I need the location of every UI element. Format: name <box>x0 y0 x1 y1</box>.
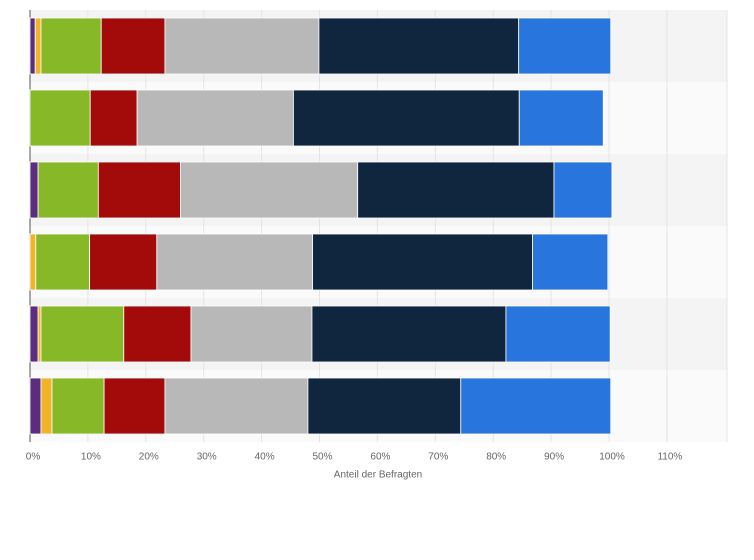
x-tick-label: 40% <box>255 452 275 463</box>
bar-segment <box>100 17 166 75</box>
bar-segment <box>34 17 42 75</box>
bar-segment <box>190 305 313 363</box>
bar-segment <box>357 161 555 219</box>
bar-segment <box>136 89 294 147</box>
x-axis-label: Anteil der Befragten <box>334 470 422 481</box>
bar-segment <box>40 305 125 363</box>
bar-segment <box>29 89 91 147</box>
x-tick-label: 10% <box>81 452 101 463</box>
x-tick-label: 30% <box>197 452 217 463</box>
bar-segment <box>29 233 37 291</box>
x-tick-label: 60% <box>370 452 390 463</box>
bar-segment <box>103 377 166 435</box>
bar-segment <box>97 161 181 219</box>
x-tick-label: 80% <box>486 452 506 463</box>
bar-segment <box>164 17 320 75</box>
bar-segment <box>505 305 611 363</box>
bar-segment <box>156 233 313 291</box>
bar-segment <box>40 377 53 435</box>
x-tick-label: 50% <box>312 452 332 463</box>
bar-segment <box>37 161 99 219</box>
bar-segment <box>553 161 613 219</box>
bar-segment <box>312 233 533 291</box>
bar-segment <box>123 305 192 363</box>
bar-segment <box>89 233 158 291</box>
x-tick-label: 90% <box>544 452 564 463</box>
bar-segment <box>29 305 39 363</box>
x-tick-label: 100% <box>599 452 625 463</box>
bar-segment <box>29 17 36 75</box>
x-tick-label: 0% <box>26 452 41 463</box>
bar-segment <box>532 233 609 291</box>
bar-segment <box>460 377 612 435</box>
bar-segment <box>164 377 309 435</box>
bar-segment <box>311 305 507 363</box>
bar-segment <box>29 377 42 435</box>
bar-segment <box>318 17 520 75</box>
bar-segment <box>293 89 520 147</box>
bar-segment <box>40 17 102 75</box>
bar-segment <box>89 89 138 147</box>
bar-segment <box>518 89 604 147</box>
bar-segment <box>35 233 91 291</box>
bar-segment <box>29 161 39 219</box>
bar-segment <box>51 377 105 435</box>
bar-segment <box>180 161 359 219</box>
x-tick-label: 70% <box>428 452 448 463</box>
x-tick-label: 110% <box>657 452 682 463</box>
bar-segment <box>518 17 612 75</box>
bar-segment <box>307 377 462 435</box>
bar-segment <box>37 305 42 363</box>
x-tick-label: 20% <box>139 452 159 463</box>
